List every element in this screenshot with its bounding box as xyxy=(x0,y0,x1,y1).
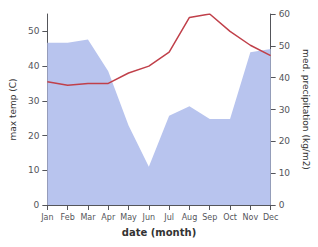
svg-text:date (month): date (month) xyxy=(122,227,196,238)
svg-text:10: 10 xyxy=(28,165,40,175)
svg-text:Sep: Sep xyxy=(202,213,217,222)
svg-text:Nov: Nov xyxy=(243,213,259,222)
svg-text:Dec: Dec xyxy=(263,213,278,222)
svg-text:40: 40 xyxy=(279,73,291,83)
svg-text:30: 30 xyxy=(28,96,40,106)
svg-text:May: May xyxy=(120,213,137,222)
svg-text:30: 30 xyxy=(279,105,291,115)
svg-text:40: 40 xyxy=(28,61,40,71)
svg-text:0: 0 xyxy=(279,200,285,210)
svg-text:Feb: Feb xyxy=(61,213,75,222)
svg-text:10: 10 xyxy=(279,168,291,178)
svg-text:Jul: Jul xyxy=(163,213,174,222)
svg-text:Oct: Oct xyxy=(223,213,237,222)
svg-text:Aug: Aug xyxy=(182,213,198,222)
svg-text:50: 50 xyxy=(28,26,40,36)
svg-text:med. precipitation (kg/m2): med. precipitation (kg/m2) xyxy=(301,49,311,170)
svg-text:20: 20 xyxy=(28,131,40,141)
svg-text:Jan: Jan xyxy=(40,213,53,222)
svg-text:Mar: Mar xyxy=(80,213,96,222)
svg-text:Apr: Apr xyxy=(101,213,116,222)
svg-text:60: 60 xyxy=(279,9,291,19)
svg-text:50: 50 xyxy=(279,41,291,51)
svg-text:0: 0 xyxy=(34,200,40,210)
svg-text:Jun: Jun xyxy=(142,213,156,222)
svg-text:20: 20 xyxy=(279,136,291,146)
svg-text:max temp (C): max temp (C) xyxy=(8,78,18,140)
